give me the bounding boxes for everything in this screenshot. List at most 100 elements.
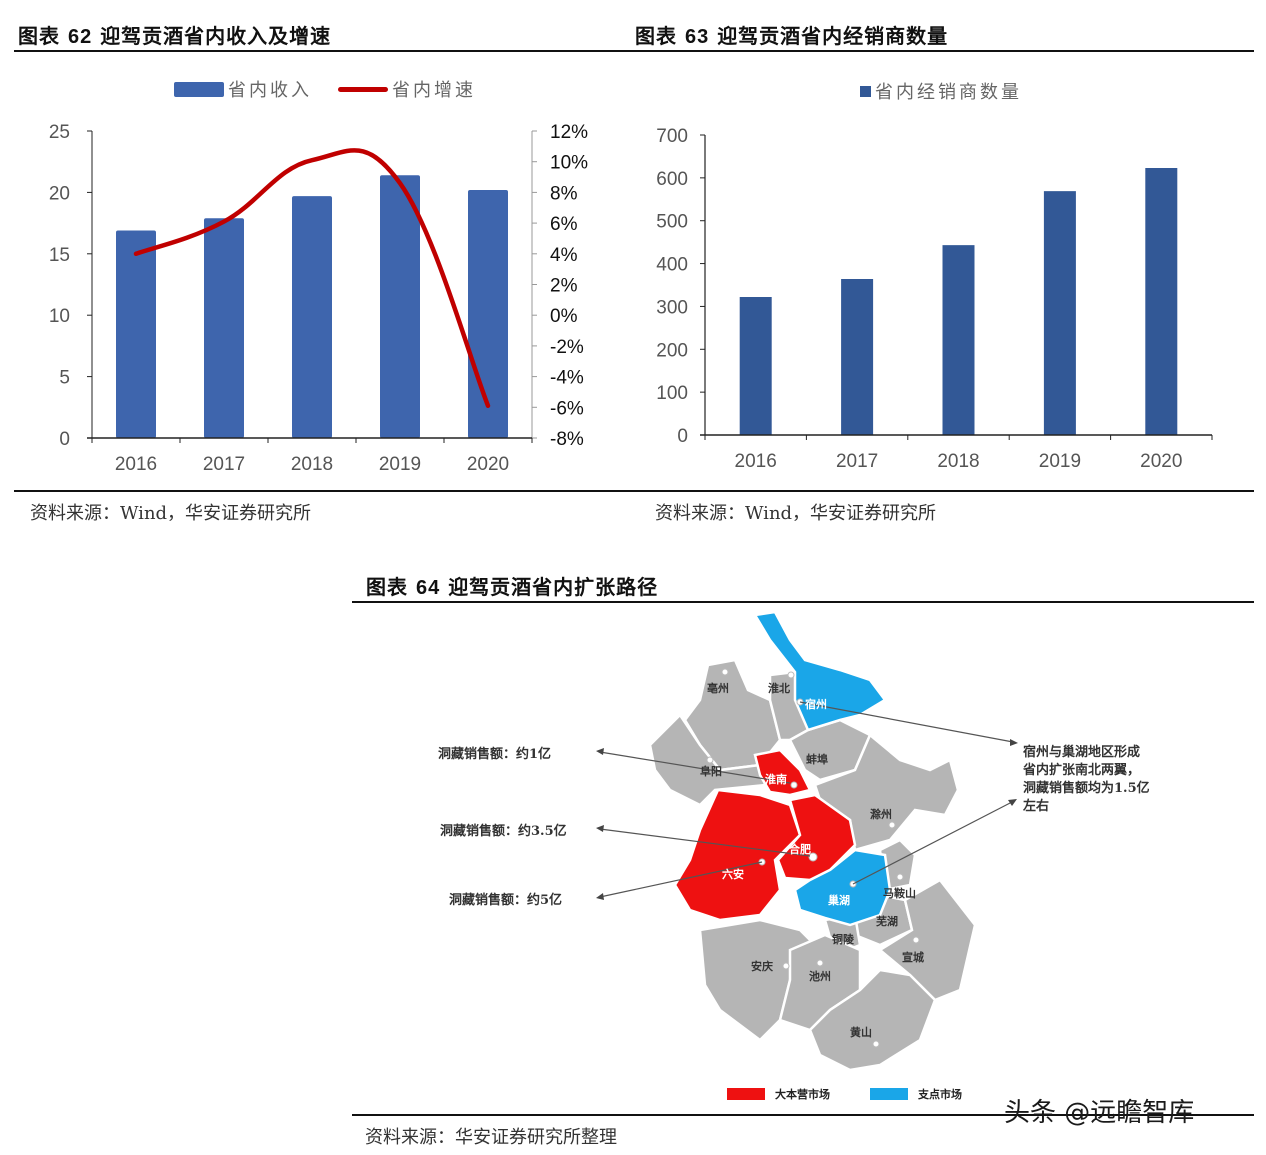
figure-62-chart: 0 5 10 15 20 25 -8% -6% -4% -2% 0% 2% 4% 6% 8% 10% 12% 20…: [49, 122, 588, 475]
svg-text:8%: 8%: [550, 183, 578, 204]
svg-text:2020: 2020: [1140, 451, 1182, 472]
figure-63-title: 图表 63 迎驾贡酒省内经销商数量: [635, 20, 948, 49]
figure-64-source: 资料来源：华安证券研究所整理: [365, 1127, 617, 1148]
city-label-chuzhou: 滁州: [870, 807, 892, 821]
legend-bar-swatch: [860, 85, 871, 97]
city-label-maanshan: 马鞍山: [883, 886, 916, 900]
svg-text:12%: 12%: [550, 122, 588, 143]
bar-2020: [1145, 168, 1178, 435]
legend-pivot-swatch: [870, 1088, 908, 1100]
svg-text:10%: 10%: [550, 153, 588, 174]
title-rule: [14, 50, 634, 52]
svg-text:4%: 4%: [550, 245, 578, 266]
map-legend: 大本营市场 支点市场: [727, 1086, 962, 1102]
svg-text:2%: 2%: [550, 276, 578, 297]
legend-pivot-label: 支点市场: [918, 1088, 962, 1101]
annotation-wings: 宿州与巢湖地区形成 省内扩张南北两翼， 洞藏销售额均为1.5亿 左右: [1023, 744, 1150, 816]
title-text: 迎驾贡酒省内经销商数量: [717, 24, 949, 48]
svg-text:25: 25: [49, 122, 70, 143]
svg-text:-4%: -4%: [550, 368, 584, 389]
title-number: 64: [415, 577, 441, 599]
city-label-bozhou: 亳州: [707, 681, 729, 695]
bar-2017: [841, 279, 874, 435]
svg-text:0: 0: [677, 426, 688, 447]
figure-63-legend: 省内经销商数量: [860, 78, 1022, 104]
title-prefix: 图表: [18, 24, 60, 48]
svg-text:2020: 2020: [467, 454, 509, 475]
city-label-huainan: 淮南: [765, 772, 787, 786]
svg-text:2016: 2016: [735, 451, 777, 472]
city-label-xuancheng: 宣城: [902, 950, 924, 964]
legend-base-swatch: [727, 1088, 765, 1100]
annotation-line: 宿州与巢湖地区形成: [1023, 745, 1141, 760]
figure-62-legend: 省内收入 省内增速: [174, 76, 476, 102]
region-huangshan: [808, 968, 937, 1072]
title-prefix: 图表: [366, 575, 408, 599]
title-rule: [352, 601, 1254, 603]
svg-text:0: 0: [59, 429, 70, 450]
svg-text:5: 5: [59, 368, 70, 389]
bar-2018: [292, 196, 332, 438]
svg-text:700: 700: [656, 126, 688, 147]
figure-62-source: 资料来源：Wind，华安证券研究所: [30, 503, 312, 524]
annotation-line: 省内扩张南北两翼，: [1023, 763, 1141, 778]
title-rule: [634, 50, 1254, 52]
bar-2019: [1043, 191, 1076, 435]
region-suzhou: [752, 610, 887, 732]
figure-62-title: 图表 62 迎驾贡酒省内收入及增速: [18, 20, 331, 49]
bar-2016: [116, 230, 156, 438]
figure-63-bottom-rule: [634, 490, 1254, 492]
bar-2017: [204, 218, 244, 438]
legend-bar-label: 省内收入: [228, 80, 312, 101]
annotation-huainan-sales: 洞藏销售额：约1亿: [438, 747, 552, 762]
legend-line-swatch: [338, 86, 388, 92]
title-text: 迎驾贡酒省内扩张路径: [448, 575, 659, 599]
svg-text:6%: 6%: [550, 214, 578, 235]
svg-text:15: 15: [49, 245, 70, 266]
bar-2016: [739, 297, 772, 435]
svg-text:-6%: -6%: [550, 398, 584, 419]
figure-63-chart: 0 100 200 300 400 500 600 700 2016 2017 2018 2019 20…: [656, 126, 1213, 472]
city-label-luan: 六安: [722, 867, 744, 881]
svg-text:500: 500: [656, 212, 688, 233]
growth-line: [133, 148, 491, 409]
svg-text:2016: 2016: [115, 454, 157, 475]
city-label-chizhou: 池州: [809, 969, 831, 983]
city-label-fuyang: 阜阳: [700, 764, 722, 778]
svg-text:-8%: -8%: [550, 429, 584, 450]
svg-text:2019: 2019: [379, 454, 421, 475]
title-number: 63: [684, 26, 710, 48]
watermark: 头条 @远瞻智库: [1004, 1098, 1195, 1128]
bar-2019: [380, 175, 420, 438]
city-label-tongling: 铜陵: [831, 932, 855, 946]
annotation-luan-sales: 洞藏销售额：约5亿: [449, 893, 563, 908]
svg-text:-2%: -2%: [550, 337, 584, 358]
legend-bar-label: 省内经销商数量: [875, 82, 1022, 103]
svg-text:10: 10: [49, 306, 70, 327]
svg-text:20: 20: [49, 183, 70, 204]
bar-2018: [942, 245, 975, 435]
svg-text:2019: 2019: [1039, 451, 1081, 472]
region-chaohu: [793, 848, 892, 927]
annotation-hefei-sales: 洞藏销售额：约3.5亿: [440, 824, 567, 839]
legend-bar-swatch: [174, 81, 224, 97]
city-label-huaibei: 淮北: [768, 681, 790, 695]
figure-64-title: 图表 64 迎驾贡酒省内扩张路径: [366, 571, 658, 600]
svg-text:0%: 0%: [550, 306, 578, 327]
city-label-wuhu: 芜湖: [876, 914, 898, 928]
svg-text:2018: 2018: [291, 454, 333, 475]
figure-64-bottom-rule: [352, 1114, 1254, 1116]
svg-text:2018: 2018: [937, 451, 979, 472]
svg-text:2017: 2017: [203, 454, 245, 475]
legend-line-label: 省内增速: [392, 80, 476, 101]
svg-text:200: 200: [656, 340, 688, 361]
city-label-chaohu: 巢湖: [827, 893, 850, 907]
city-label-hefei: 合肥: [789, 842, 811, 856]
title-number: 62: [67, 26, 93, 48]
region-luan: [673, 788, 802, 922]
svg-text:600: 600: [656, 169, 688, 190]
figure-63-source: 资料来源：Wind，华安证券研究所: [655, 503, 937, 524]
title-text: 迎驾贡酒省内收入及增速: [100, 24, 332, 48]
svg-text:2017: 2017: [836, 451, 878, 472]
